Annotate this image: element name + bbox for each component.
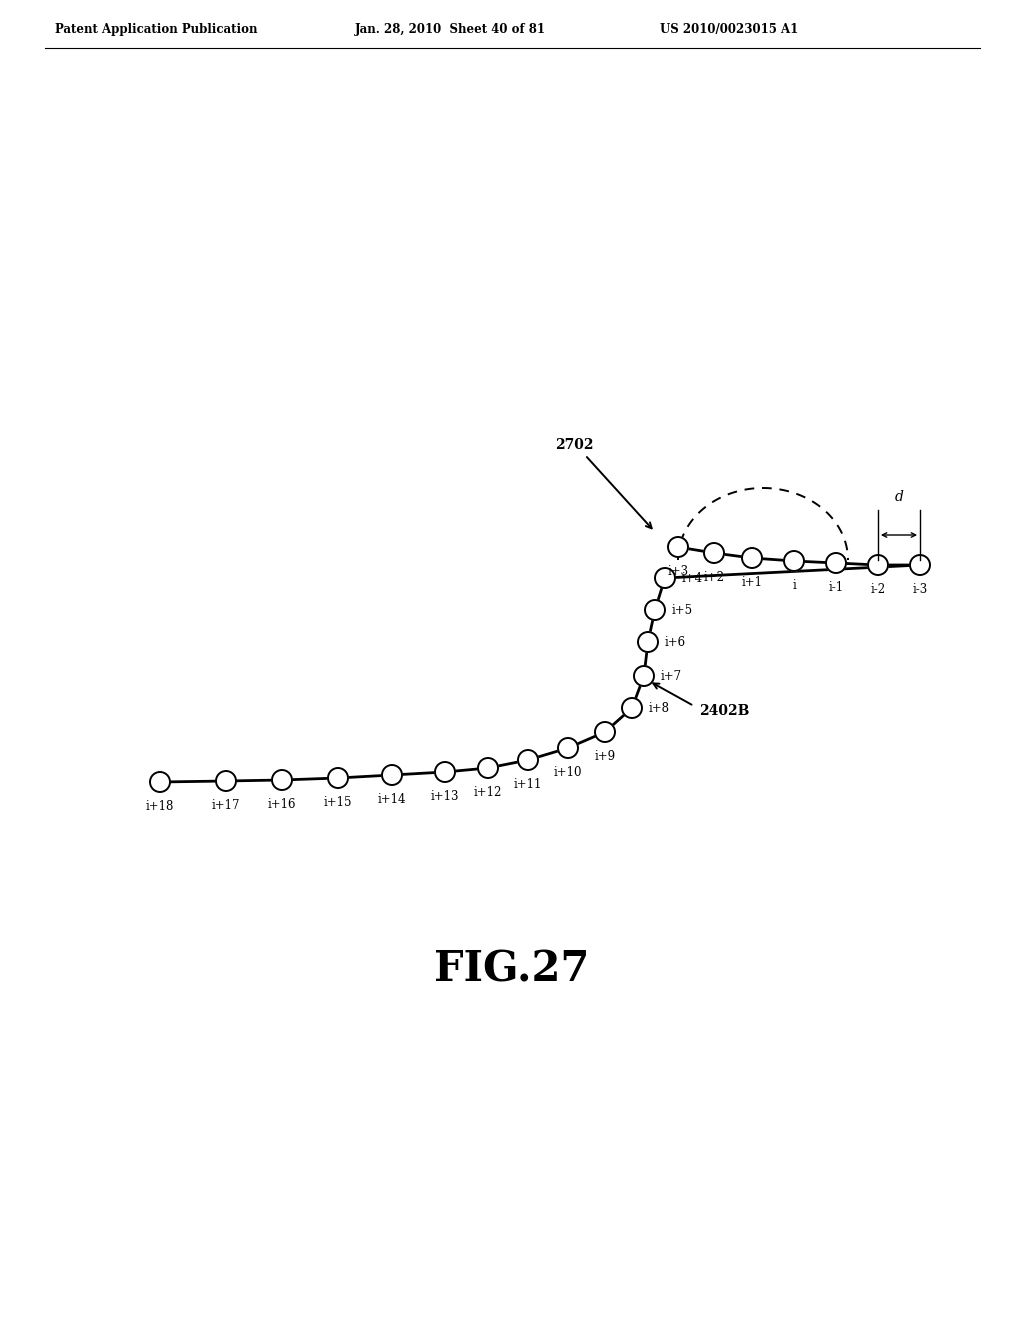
Circle shape [645, 601, 665, 620]
Text: i-1: i-1 [828, 581, 844, 594]
Circle shape [518, 750, 538, 770]
Circle shape [910, 554, 930, 576]
Text: i-3: i-3 [912, 583, 928, 597]
Text: 2702: 2702 [555, 438, 594, 451]
Text: i+8: i+8 [649, 701, 670, 714]
Circle shape [272, 770, 292, 789]
Circle shape [558, 738, 578, 758]
Circle shape [868, 554, 888, 576]
Text: i+5: i+5 [672, 603, 693, 616]
Circle shape [216, 771, 236, 791]
Circle shape [742, 548, 762, 568]
Circle shape [478, 758, 498, 777]
Circle shape [328, 768, 348, 788]
Text: i+15: i+15 [324, 796, 352, 809]
Text: Patent Application Publication: Patent Application Publication [55, 24, 257, 37]
Text: i-2: i-2 [870, 583, 886, 597]
Circle shape [150, 772, 170, 792]
Text: i+10: i+10 [554, 766, 583, 779]
Text: i+4: i+4 [682, 572, 703, 585]
Circle shape [595, 722, 615, 742]
Circle shape [435, 762, 455, 781]
Text: Jan. 28, 2010  Sheet 40 of 81: Jan. 28, 2010 Sheet 40 of 81 [355, 24, 546, 37]
Text: US 2010/0023015 A1: US 2010/0023015 A1 [660, 24, 799, 37]
Text: i+14: i+14 [378, 793, 407, 807]
Circle shape [668, 537, 688, 557]
Circle shape [826, 553, 846, 573]
Text: i+18: i+18 [145, 800, 174, 813]
Text: i+6: i+6 [665, 635, 686, 648]
Circle shape [655, 568, 675, 587]
Text: i: i [793, 579, 796, 591]
Text: i+16: i+16 [267, 799, 296, 810]
Circle shape [705, 543, 724, 564]
Circle shape [382, 766, 402, 785]
Text: i+13: i+13 [431, 789, 459, 803]
Text: i+17: i+17 [212, 799, 241, 812]
Text: i+9: i+9 [595, 750, 615, 763]
Circle shape [784, 550, 804, 572]
Text: i+3: i+3 [668, 565, 688, 578]
Circle shape [622, 698, 642, 718]
Text: FIG.27: FIG.27 [434, 949, 590, 991]
Circle shape [638, 632, 658, 652]
Text: i+2: i+2 [703, 572, 725, 583]
Text: i+1: i+1 [741, 576, 763, 589]
Text: d: d [895, 490, 903, 504]
Text: i+12: i+12 [474, 785, 502, 799]
Text: 2402B: 2402B [699, 704, 750, 718]
Text: i+11: i+11 [514, 777, 542, 791]
Text: i+7: i+7 [662, 669, 682, 682]
Circle shape [634, 667, 654, 686]
